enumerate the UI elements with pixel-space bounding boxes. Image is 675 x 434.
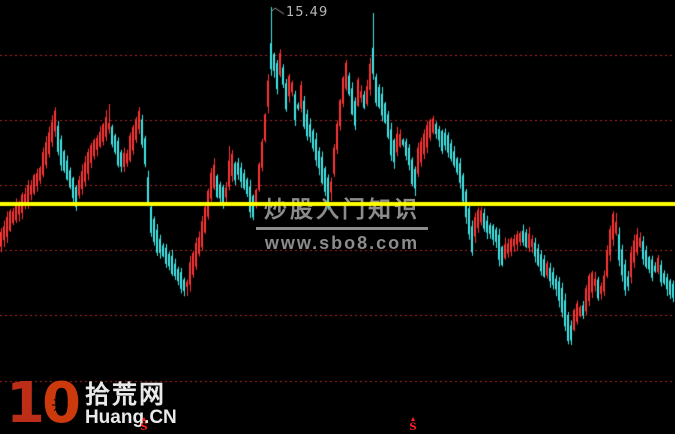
- site-name: 拾荒网: [84, 381, 166, 409]
- sell-signal-mark: ▲ S: [407, 416, 419, 433]
- logo-digit-1: 1: [6, 371, 45, 434]
- gear-icon: ✳: [50, 393, 70, 419]
- signal-letter: S: [409, 422, 417, 433]
- sell-signal-mark: ▲ S: [138, 416, 150, 433]
- up-arrow-icon: ▲: [409, 416, 417, 423]
- logo-number: 10 ✳: [6, 371, 81, 434]
- logo-digit-0: 0 ✳: [41, 371, 81, 434]
- price-high-label: 15.49: [286, 5, 329, 20]
- up-arrow-icon: ▲: [140, 416, 148, 423]
- site-logo: 10 ✳ 拾荒网 Huang.CN: [6, 371, 177, 434]
- site-domain: Huang.CN: [84, 407, 177, 428]
- signal-letter: S: [140, 422, 148, 433]
- logo-text: 拾荒网 Huang.CN: [85, 380, 177, 428]
